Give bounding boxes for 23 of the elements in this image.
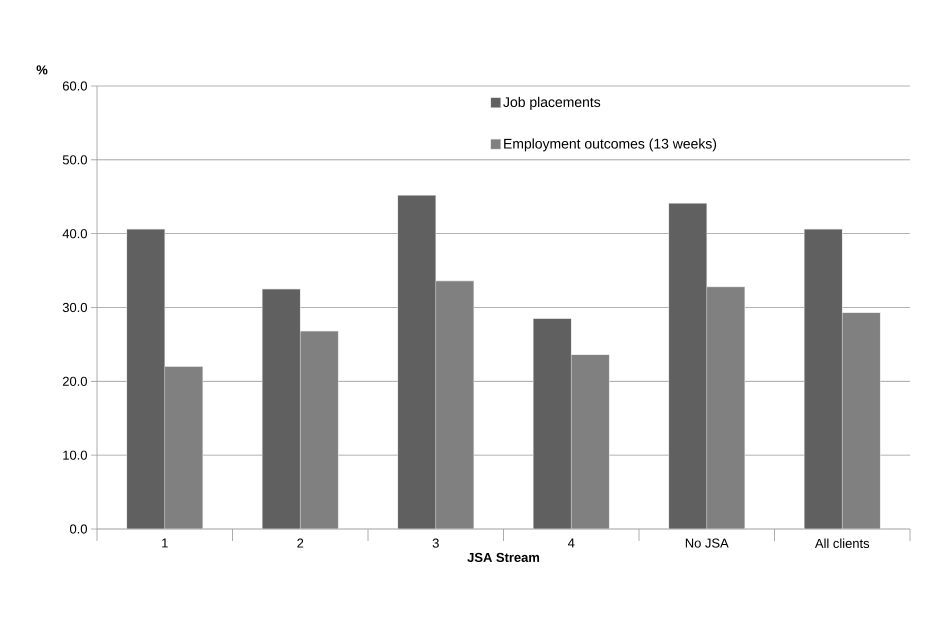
y-tick-label: 20.0 xyxy=(62,376,87,386)
bar xyxy=(262,288,301,529)
x-tick-label: 2 xyxy=(297,538,304,548)
y-tick-label: 10.0 xyxy=(63,450,87,460)
x-tick-label: 1 xyxy=(162,538,168,548)
bar xyxy=(397,194,436,529)
x-tick-label: No JSA xyxy=(686,538,729,548)
y-tick-label: 50.0 xyxy=(62,155,87,164)
x-tick-label: 3 xyxy=(432,538,439,548)
bar xyxy=(804,228,843,529)
bar xyxy=(126,228,166,529)
x-tick-label: 4 xyxy=(568,538,574,548)
legend-label: Job placements xyxy=(503,96,600,110)
legend-label: Employment outcomes (13 weeks) xyxy=(504,138,716,152)
y-tick-label: 30.0 xyxy=(62,302,87,312)
x-axis-title: JSA Stream xyxy=(467,552,540,562)
y-tick-label: 60.0 xyxy=(62,81,87,91)
x-tick-label: All clients xyxy=(814,538,870,548)
y-tick-label: 0.0 xyxy=(70,524,87,534)
y-tick-label: 40.0 xyxy=(62,229,87,238)
bar xyxy=(668,203,708,529)
y-axis-title: % xyxy=(36,65,48,74)
bar xyxy=(532,318,572,529)
